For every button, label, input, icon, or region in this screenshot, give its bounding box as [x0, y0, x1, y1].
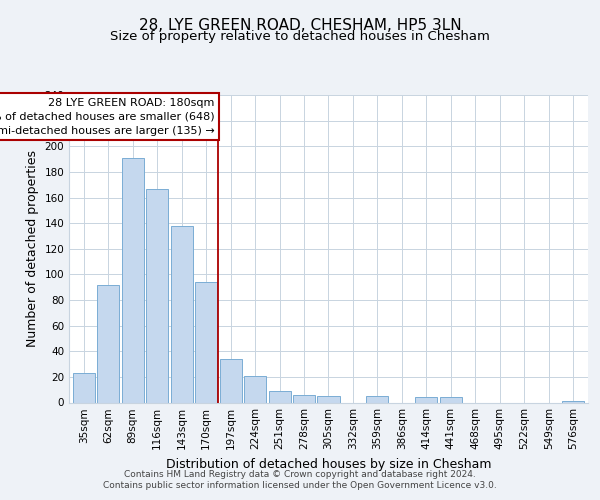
- Bar: [367, 396, 388, 402]
- Bar: [415, 398, 437, 402]
- Bar: [195, 282, 217, 403]
- Text: 28 LYE GREEN ROAD: 180sqm
← 83% of detached houses are smaller (648)
17% of semi: 28 LYE GREEN ROAD: 180sqm ← 83% of detac…: [0, 98, 215, 136]
- Bar: [146, 188, 168, 402]
- Bar: [269, 391, 290, 402]
- Y-axis label: Number of detached properties: Number of detached properties: [26, 150, 39, 347]
- Bar: [293, 395, 315, 402]
- Text: Size of property relative to detached houses in Chesham: Size of property relative to detached ho…: [110, 30, 490, 43]
- Bar: [317, 396, 340, 402]
- Bar: [562, 401, 584, 402]
- Bar: [170, 226, 193, 402]
- Bar: [244, 376, 266, 402]
- Bar: [440, 398, 462, 402]
- Bar: [122, 158, 143, 402]
- Bar: [97, 284, 119, 403]
- Text: Contains public sector information licensed under the Open Government Licence v3: Contains public sector information licen…: [103, 481, 497, 490]
- Bar: [220, 359, 242, 403]
- X-axis label: Distribution of detached houses by size in Chesham: Distribution of detached houses by size …: [166, 458, 491, 471]
- Bar: [73, 373, 95, 402]
- Text: Contains HM Land Registry data © Crown copyright and database right 2024.: Contains HM Land Registry data © Crown c…: [124, 470, 476, 479]
- Text: 28, LYE GREEN ROAD, CHESHAM, HP5 3LN: 28, LYE GREEN ROAD, CHESHAM, HP5 3LN: [139, 18, 461, 32]
